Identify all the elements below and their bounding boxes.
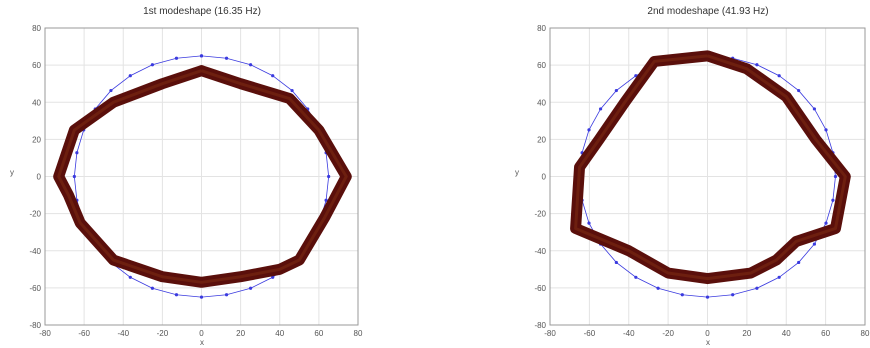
x-tick-label: 0 [199,329,204,338]
chart-title: 1st modeshape (16.35 Hz) [143,6,261,17]
undeformed-node-point [812,107,817,111]
undeformed-node-point [755,63,759,67]
y-tick-label: -20 [534,210,546,219]
x-tick-label: -80 [544,329,556,338]
y-tick-label: 60 [32,61,41,70]
x-tick-label: 0 [705,329,710,338]
x-tick-label: 60 [314,329,323,338]
undeformed-node-point [656,286,660,290]
undeformed-node-point [199,54,204,58]
undeformed-node-point [75,151,79,155]
x-tick-label: 80 [861,329,870,338]
y-tick-label: 20 [537,135,546,144]
undeformed-node-point [249,286,253,290]
undeformed-node-point [271,275,275,279]
x-tick-label: 40 [782,329,791,338]
modeshape-1-panel: 1st modeshape (16.35 Hz) x y -80 -60 -40 -2… [10,6,363,347]
x-tick-label: 20 [742,329,751,338]
undeformed-node-point [150,63,154,67]
undeformed-node-point [327,174,331,179]
y-tick-label: -60 [29,284,41,293]
y-tick-label: -80 [534,321,546,330]
x-axis-label: x [200,338,204,347]
undeformed-node-point [174,56,179,60]
undeformed-node-point [128,74,132,78]
undeformed-node-point [224,293,229,297]
undeformed-node-point [598,107,603,111]
undeformed-node-point [587,221,591,225]
undeformed-node-point [797,260,801,265]
deformed-shape-highlight [574,54,847,281]
undeformed-node-point [614,88,618,93]
undeformed-node-point [587,128,591,132]
x-tick-label: -40 [117,329,129,338]
undeformed-node-point [777,275,781,279]
x-tick-label: 80 [354,329,363,338]
undeformed-node-point [324,198,328,202]
undeformed-node-point [174,293,179,297]
y-axis-label: y [10,168,14,177]
undeformed-node-point [290,88,294,93]
y-tick-label: 80 [32,24,41,33]
x-axis-label: x [706,338,710,347]
undeformed-node-point [72,174,76,179]
undeformed-node-point [109,88,113,93]
undeformed-node-point [755,286,759,290]
undeformed-node-point [833,174,838,179]
undeformed-node-point [797,88,801,93]
undeformed-node-point [824,221,828,225]
x-tick-label: 40 [275,329,284,338]
y-tick-label: 0 [542,173,547,182]
y-tick-label: -40 [29,247,41,256]
deformed-shape-highlight [57,69,348,284]
y-tick-label: -60 [534,284,546,293]
x-tick-label: 60 [821,329,830,338]
undeformed-node-point [824,128,828,132]
x-tick-label: 20 [236,329,245,338]
modeshape-2-panel: 2nd modeshape (41.93 Hz) x y -80 -60 -40 -2… [515,6,870,347]
undeformed-node-point [128,275,132,279]
undeformed-node-point [249,63,253,67]
undeformed-node-point [224,56,229,60]
x-tick-label: -40 [623,329,635,338]
x-tick-label: -20 [157,329,169,338]
y-tick-label: 20 [32,135,41,144]
y-tick-label: 60 [537,61,546,70]
undeformed-node-point [812,242,817,246]
undeformed-node-point [634,74,638,78]
undeformed-node-point [634,275,638,279]
y-tick-label: -20 [29,210,41,219]
undeformed-node-point [199,295,204,299]
y-tick-label: 40 [32,98,41,107]
undeformed-node-point [271,74,275,78]
x-tick-label: -80 [39,329,51,338]
undeformed-node-point [705,295,710,299]
y-tick-label: 0 [37,173,42,182]
y-axis-label: y [515,168,519,177]
undeformed-node-point [680,293,684,297]
chart-title: 2nd modeshape (41.93 Hz) [647,6,768,17]
x-tick-label: -60 [584,329,596,338]
plot-frame [549,27,866,326]
x-tick-label: -60 [78,329,90,338]
x-tick-label: -20 [662,329,674,338]
y-tick-label: 80 [537,24,546,33]
undeformed-node-point [731,293,735,297]
y-tick-label: -40 [534,247,546,256]
undeformed-node-point [831,198,835,202]
y-tick-label: 40 [537,98,546,107]
undeformed-node-point [614,260,618,265]
undeformed-node-point [777,74,781,78]
plot-frame [44,27,359,326]
undeformed-node-point [150,286,154,290]
y-tick-label: -80 [29,321,41,330]
